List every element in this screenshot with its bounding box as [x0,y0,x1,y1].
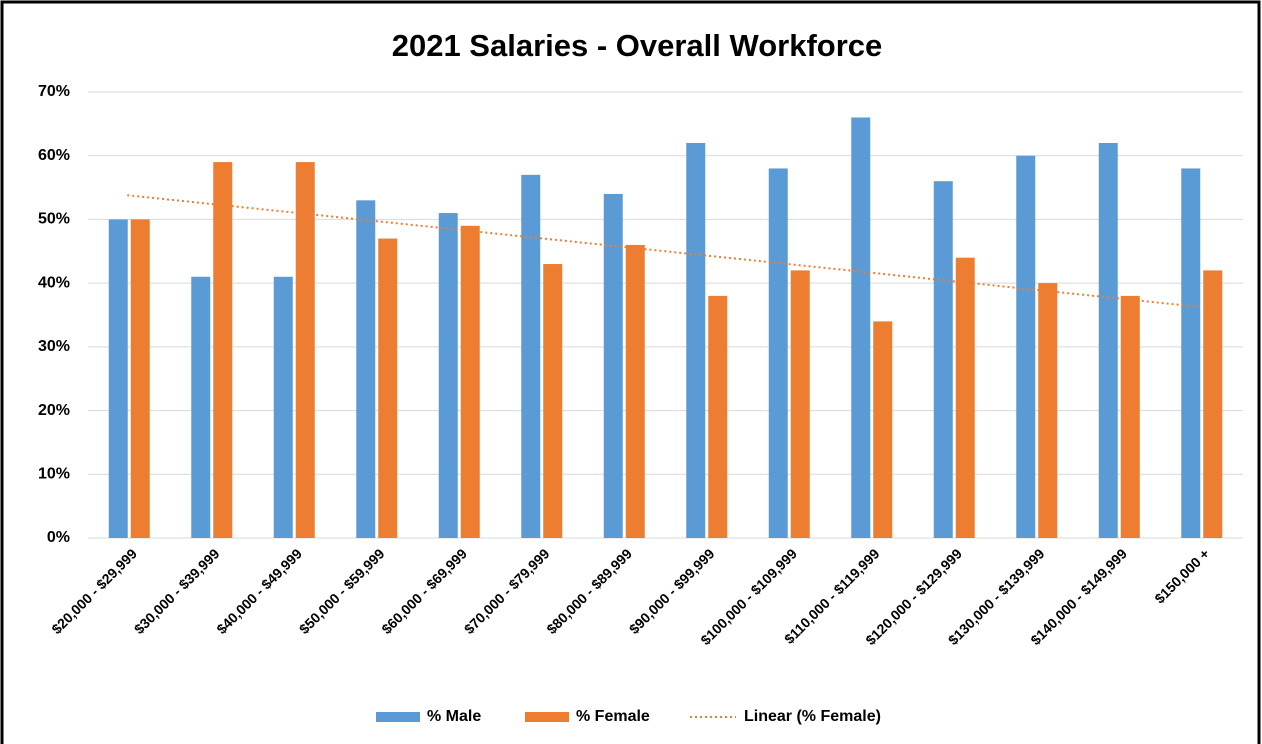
legend-label: % Male [427,708,481,725]
legend-swatch [376,712,420,722]
y-tick-label: 10% [38,466,70,483]
chart-title: 2021 Salaries - Overall Workforce [392,28,883,63]
x-tick-label: $80,000 - $89,999 [543,545,635,637]
y-tick-label: 20% [38,402,70,419]
bar [686,142,706,538]
bar [603,193,623,538]
x-tick-label: $150,000 + [1151,545,1212,606]
bar [108,219,128,538]
legend-swatch [525,712,569,722]
bar [1120,295,1140,538]
trendline [127,194,1198,308]
bar [295,162,315,539]
bar [625,244,645,538]
bar [1098,142,1118,538]
bar [521,174,541,539]
bar [1203,270,1223,538]
y-tick-label: 40% [38,274,70,291]
bar [790,270,810,538]
bar [130,219,150,538]
bar [460,225,480,539]
x-tick-label: $20,000 - $29,999 [48,545,140,637]
x-tick-label: $50,000 - $59,999 [296,545,388,637]
legend-label: % Female [576,708,650,725]
x-tick-label: $90,000 - $99,999 [626,545,718,637]
y-tick-label: 70% [38,83,70,100]
bar [955,257,975,538]
bar [851,117,871,538]
x-tick-label: $40,000 - $49,999 [213,545,305,637]
legend-label: Linear (% Female) [744,708,881,725]
bar [273,276,293,538]
bar [213,162,233,539]
bar [378,238,398,539]
x-tick-label: $60,000 - $69,999 [378,545,470,637]
bar [1038,283,1058,538]
bar [191,276,211,538]
y-tick-label: 60% [38,147,70,164]
x-tick-label: $30,000 - $39,999 [131,545,223,637]
bar [356,200,376,539]
bar [933,181,953,538]
bar [1181,168,1201,538]
bar [768,168,788,538]
bar [873,321,893,538]
bar [543,264,563,538]
bar [708,295,728,538]
y-tick-label: 0% [47,529,70,546]
y-tick-label: 50% [38,211,70,228]
bar [438,213,458,539]
bar [1016,155,1036,538]
y-tick-label: 30% [38,338,70,355]
x-tick-label: $70,000 - $79,999 [461,545,553,637]
